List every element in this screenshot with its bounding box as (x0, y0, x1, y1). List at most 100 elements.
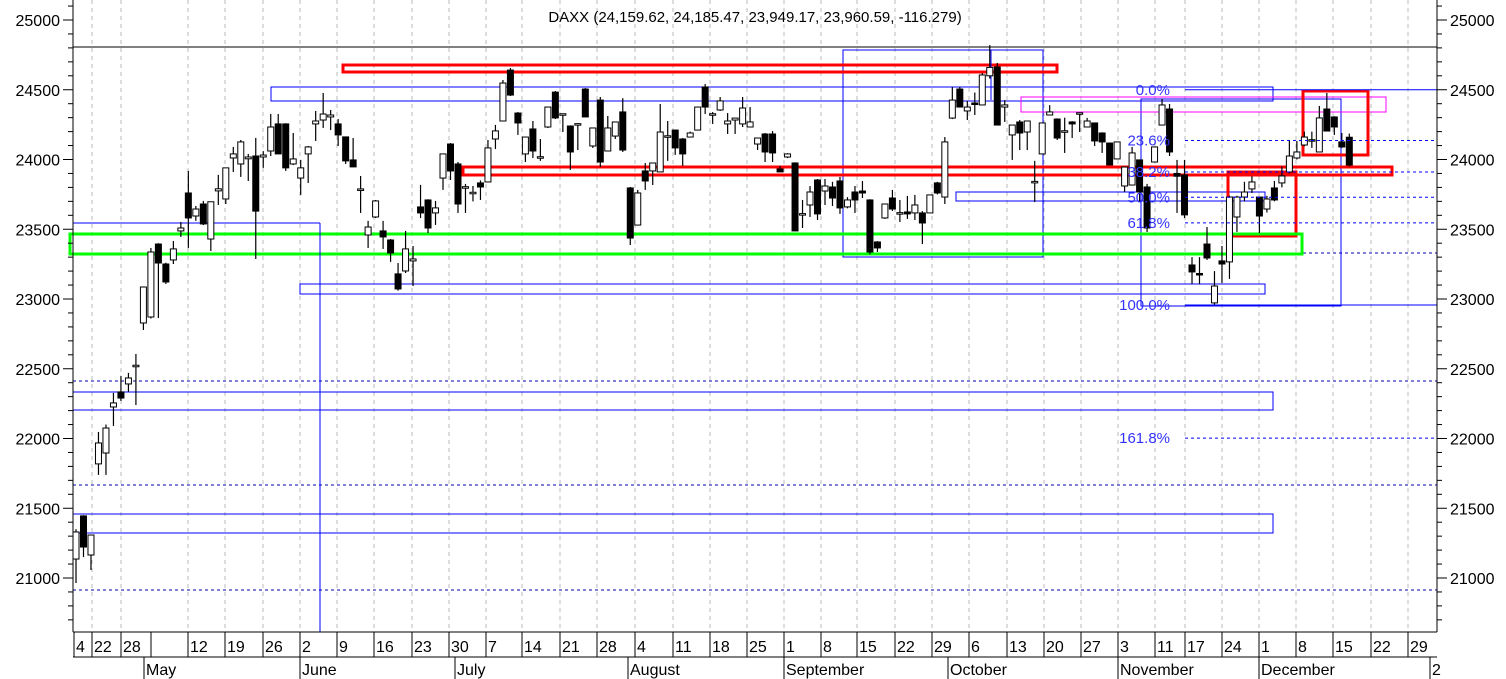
candle (1225, 195, 1233, 279)
candle-body (1173, 172, 1181, 177)
candle-body (132, 364, 140, 368)
candle-body (619, 111, 627, 151)
drawing-rectangle (1140, 98, 1342, 307)
candle-body (409, 258, 417, 262)
candle-body (192, 208, 200, 217)
candle (828, 181, 836, 206)
candle-body (634, 192, 642, 226)
candle (162, 262, 170, 284)
candle-body (521, 136, 529, 155)
candle (679, 138, 687, 166)
candle-body (147, 251, 155, 318)
candle-body (327, 114, 335, 118)
candle-body (1038, 122, 1046, 155)
candle (544, 106, 552, 128)
x-week-label: 18 (712, 639, 730, 656)
candle (1008, 124, 1016, 160)
candle-body (754, 137, 762, 145)
candle (499, 79, 507, 122)
candle (94, 431, 102, 475)
candle-body (476, 182, 484, 188)
candle-body (1061, 130, 1069, 133)
candle (739, 97, 747, 127)
candle (454, 162, 462, 213)
y-tick-label-right: 21000 (1450, 571, 1495, 588)
candle-body (559, 113, 567, 116)
candle (1031, 160, 1039, 203)
candle (79, 515, 87, 558)
fibonacci-retracement: 0.0% 23.6% 38.2% 50.0% 61.8% 100.0% 161.8% (1119, 82, 1437, 447)
candle (866, 199, 874, 255)
x-week-label: 11 (675, 639, 692, 656)
candle (132, 353, 140, 406)
drawing-rectangle (270, 86, 1274, 102)
candle-body (574, 123, 582, 126)
candle (364, 220, 372, 248)
candle-body (1188, 264, 1196, 273)
candle-body (417, 206, 425, 214)
candle-body (102, 427, 110, 454)
candle (1098, 132, 1106, 153)
candle-body (1016, 121, 1024, 134)
candle-body (1008, 124, 1016, 136)
candle (184, 170, 192, 248)
candle (461, 183, 469, 213)
candle (379, 220, 387, 249)
candle-body (1031, 180, 1039, 184)
candle (941, 137, 949, 205)
candle (656, 103, 664, 173)
candle (581, 88, 589, 118)
x-week-label: 14 (524, 639, 542, 656)
candle (671, 129, 679, 155)
candle-body (244, 156, 252, 160)
candle (506, 67, 514, 97)
x-week-label: 30 (451, 639, 469, 656)
y-tick-label-left: 23500 (16, 222, 61, 239)
candle (1255, 196, 1263, 234)
candle-body (304, 146, 312, 155)
x-week-label: 6 (971, 639, 980, 656)
candle-body (342, 136, 350, 162)
candle-body (1285, 155, 1293, 173)
candle (641, 162, 649, 190)
candle (469, 186, 477, 202)
fib-label: 100.0% (1119, 297, 1170, 314)
candle-body (1345, 136, 1353, 166)
x-week-label: 22 (94, 639, 112, 656)
candle (72, 529, 80, 584)
candle-body (694, 106, 702, 131)
candle (1218, 245, 1226, 283)
candle-body (432, 207, 440, 214)
candle (1248, 176, 1256, 193)
x-week-label: 19 (227, 639, 245, 656)
candle-body (1330, 116, 1338, 128)
x-week-label: 1 (1261, 639, 1270, 656)
candle (1345, 133, 1353, 167)
candle (394, 263, 402, 291)
candle (926, 194, 934, 214)
candle (1151, 146, 1159, 163)
candle-body (888, 197, 896, 210)
candle (709, 112, 717, 124)
x-week-label: 22 (1373, 639, 1391, 656)
candle-body (739, 107, 747, 125)
candle-body (784, 153, 792, 158)
candle-body (252, 155, 260, 212)
x-week-label: 7 (488, 639, 497, 656)
candle-body (1270, 187, 1278, 201)
drawing-rectangle (1301, 89, 1370, 157)
x-week-label: 12 (190, 639, 208, 656)
candle (207, 201, 215, 252)
candle (626, 186, 634, 246)
y-tick-label-left: 22500 (16, 362, 61, 379)
candle-body (963, 106, 971, 112)
candle (604, 115, 612, 152)
candle (267, 114, 275, 157)
candle (1203, 227, 1211, 260)
candle-body (1248, 181, 1256, 190)
candle-body (154, 243, 162, 264)
candle-body (1225, 196, 1233, 263)
candle (154, 243, 162, 318)
x-week-label: 21 (562, 639, 580, 656)
y-tick-label-right: 25000 (1450, 13, 1495, 30)
